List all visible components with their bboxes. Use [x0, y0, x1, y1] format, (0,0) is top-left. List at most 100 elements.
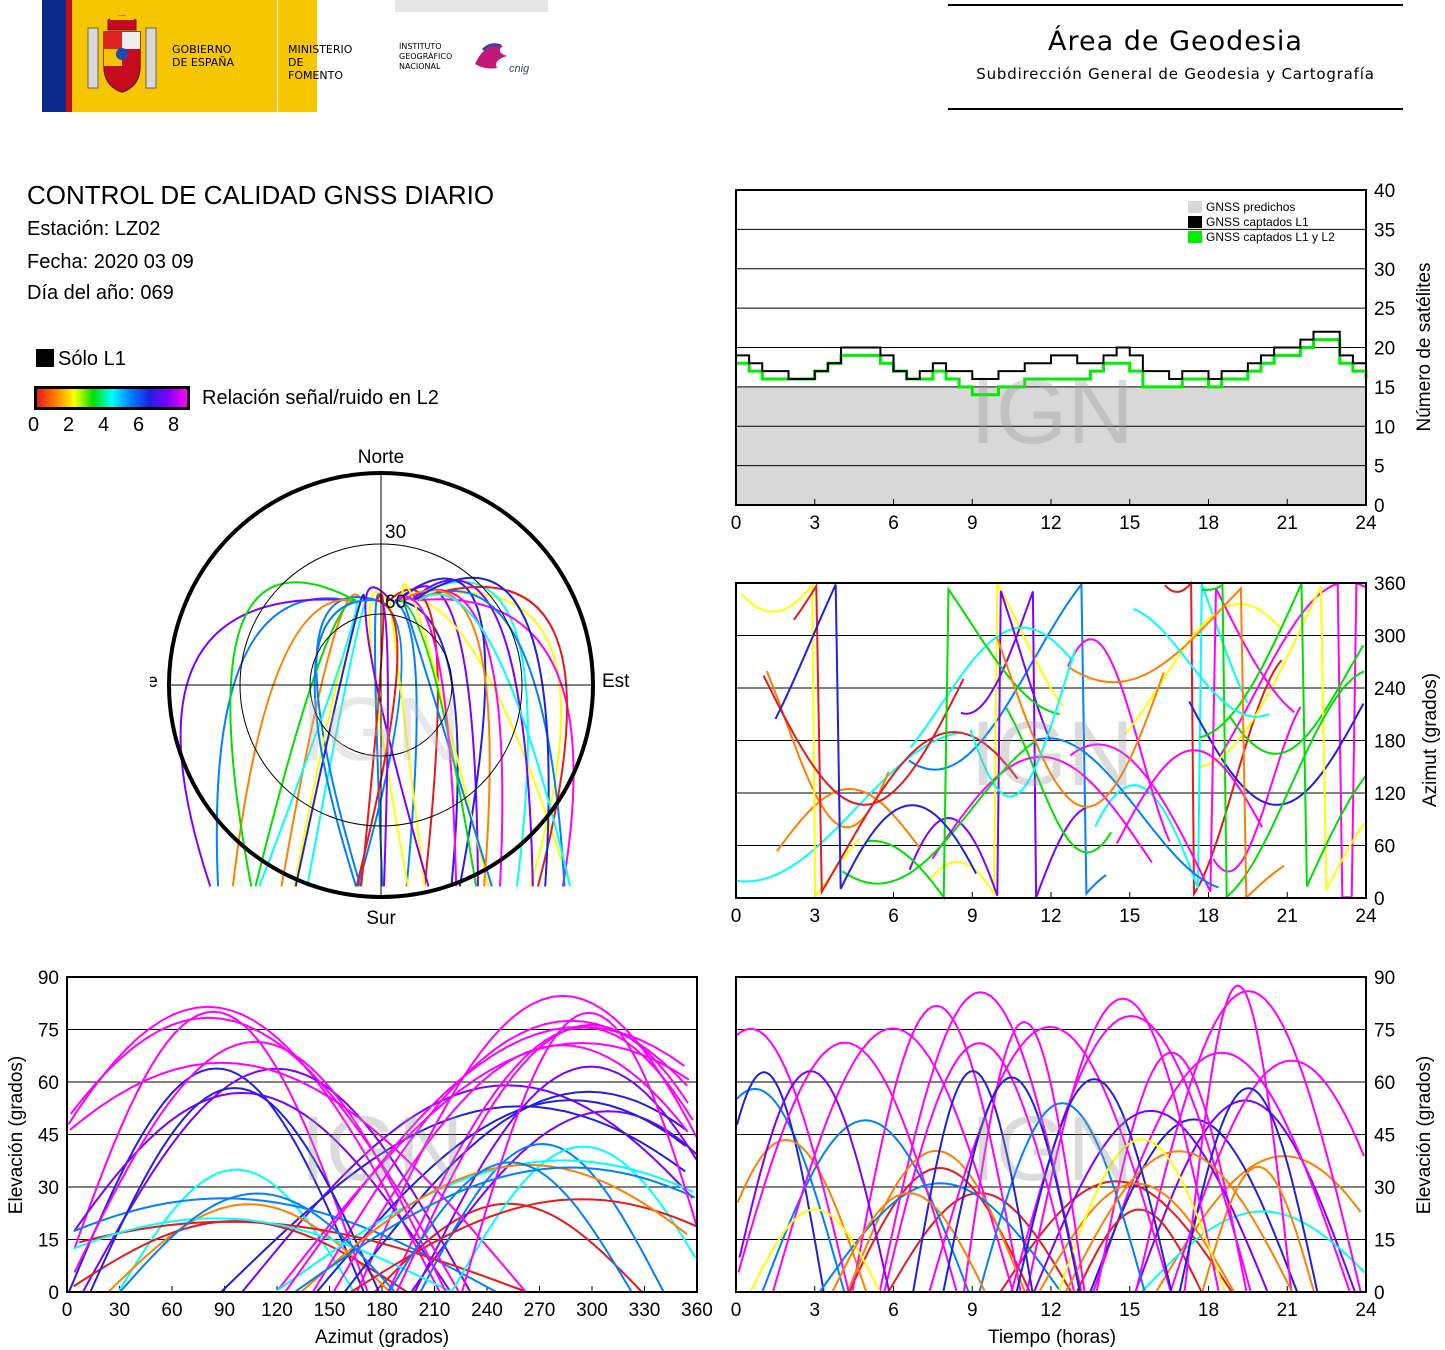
- ign-text: INSTITUTO GEOGRÁFICO NACIONAL: [399, 42, 452, 72]
- sky-track: [418, 593, 572, 887]
- azimuth-track: [1094, 583, 1249, 889]
- watermark: IGN: [970, 1098, 1134, 1200]
- x-tick-label: 24: [1355, 1300, 1377, 1321]
- snr-label: Relación señal/ruido en L2: [202, 387, 439, 409]
- y-tick-label: 25: [1374, 299, 1395, 320]
- elevation-track: [300, 1163, 688, 1293]
- y-tick-label: 30: [1374, 1178, 1395, 1199]
- x-tick-label: 24: [1355, 906, 1377, 927]
- report-title: CONTROL DE CALIDAD GNSS DIARIO: [27, 180, 495, 210]
- elevation-track: [89, 1086, 380, 1293]
- x-tick-labels: 0 30 60 90 120 150 180 210 240 270 300 330 360: [62, 1300, 713, 1321]
- sky-track: [413, 576, 550, 887]
- header-right-box: Área de Geodesia Subdirección General de…: [948, 4, 1403, 110]
- y-tick-labels: 0 15 30 45 60 75 90: [38, 968, 59, 1304]
- x-tick-label: 6: [888, 513, 899, 534]
- x-tick-label: 180: [366, 1300, 398, 1321]
- series-lines: [736, 330, 1368, 397]
- grid-lines: [735, 228, 1367, 505]
- sky-track: [417, 598, 575, 887]
- satellite-count-chart: 0 3 6 9 12 15 18 21 24 0 5 10 15 20 25 30 35 40 Número d…: [731, 181, 1435, 534]
- plot-frame: [735, 189, 1367, 506]
- skyplot-tracks: [179, 576, 575, 887]
- azimuth-track: [1115, 749, 1263, 844]
- x-tick-label: 120: [261, 1300, 293, 1321]
- elevation-track: [738, 1070, 891, 1293]
- min-line2: DE FOMENTO: [288, 56, 344, 82]
- elevation-track: [350, 1198, 698, 1293]
- elevation-track: [67, 1005, 441, 1293]
- elevation-track: [275, 1041, 690, 1293]
- azimuth-track: [1005, 707, 1112, 854]
- skyplot-south-label: Sur: [366, 908, 396, 929]
- legend-swatch-l1l2: [1188, 231, 1202, 243]
- y-axis-label: Elevación (grados): [1414, 1056, 1435, 1214]
- snr-tick: 8: [168, 414, 180, 436]
- box-top-line: [948, 4, 1403, 6]
- azimuth-track: [1228, 644, 1365, 755]
- elevation-track: [388, 1161, 633, 1293]
- elevation-track: [73, 1197, 497, 1293]
- y-tick-label: 120: [1374, 784, 1406, 805]
- y-tick-label: 60: [1374, 837, 1395, 858]
- sky-track: [313, 599, 377, 887]
- y-tick-label: 60: [1374, 1073, 1395, 1094]
- sky-track: [306, 599, 368, 887]
- elevation-track: [72, 1217, 453, 1293]
- ministry-text: MINISTERIO DE FOMENTO: [288, 43, 352, 82]
- sky-track: [355, 599, 399, 887]
- x-tick-label: 270: [524, 1300, 556, 1321]
- azimuth-track: [1188, 700, 1365, 806]
- elevation-track: [73, 1010, 369, 1293]
- x-tick-label: 24: [1355, 513, 1377, 534]
- y-axis-label: Azimut (grados): [1420, 673, 1441, 807]
- elevation-track: [962, 1020, 1086, 1293]
- sky-track: [258, 599, 358, 887]
- azimuth-track: [1133, 607, 1270, 718]
- elevation-track: [220, 1105, 686, 1293]
- y-tick-labels: 0 5 10 15 20 25 30 35 40: [1374, 181, 1395, 517]
- legend-label-l1l2: GNSS captados L1 y L2: [1206, 230, 1335, 244]
- elevation-track: [284, 1025, 685, 1293]
- header-left-logos: GOBIERNO DE ESPAÑA MINISTERIO DE FOMENTO…: [42, 0, 548, 112]
- x-tick-label: 300: [576, 1300, 608, 1321]
- elevation-track: [67, 1067, 365, 1293]
- ign-block: INSTITUTO GEOGRÁFICO NACIONAL cnig: [395, 0, 548, 112]
- elevation-track: [1064, 1150, 1294, 1293]
- elevation-track: [395, 1023, 689, 1293]
- y-tick-label: 360: [1374, 574, 1406, 595]
- divider: [277, 0, 278, 112]
- azimuth-track: [735, 731, 960, 883]
- skyplot-north-label: Norte: [358, 447, 404, 468]
- x-tick-label: 60: [161, 1300, 182, 1321]
- elevation-track: [413, 1065, 698, 1293]
- sky-track: [401, 583, 490, 887]
- y-tick-label: 90: [1374, 968, 1395, 989]
- y-axis-label: Elevación (grados): [6, 1056, 27, 1214]
- watermark: IGN: [970, 361, 1134, 463]
- x-tick-labels: 0 3 6 9 12 15 18 21 24: [731, 1300, 1377, 1321]
- y-tick-label: 90: [38, 968, 59, 989]
- elevation-track: [79, 1220, 528, 1293]
- y-tick-label: 15: [1374, 1231, 1395, 1252]
- ign-line3: NACIONAL: [399, 62, 441, 71]
- elevation-track: [1038, 1182, 1235, 1293]
- plot-frame: [735, 582, 1367, 899]
- elevation-time-chart: 0 3 6 9 12 15 18 21 24 0 15 30 45 60 75 90 Tiempo (hor…: [731, 968, 1435, 1348]
- elevation-track: [831, 1192, 986, 1293]
- sky-track: [280, 593, 363, 887]
- sky-track: [412, 585, 569, 887]
- x-tick-label: 21: [1277, 513, 1298, 534]
- ign-line1: INSTITUTO: [399, 42, 442, 51]
- y-tick-labels: 0 60 120 180 240 300 360: [1374, 574, 1406, 910]
- elevation-track: [107, 1203, 391, 1293]
- azimuth-track: [762, 675, 965, 806]
- azimuth-track: [793, 582, 1019, 896]
- skyplot-west-label: Oeste: [150, 671, 158, 692]
- gov-line2: DE ESPAÑA: [172, 56, 235, 69]
- x-tick-label: 15: [1119, 906, 1140, 927]
- azimuth-track: [909, 626, 1074, 749]
- x-tick-label: 15: [1119, 513, 1140, 534]
- x-tick-label: 15: [1119, 1300, 1140, 1321]
- y-tick-label: 40: [1374, 181, 1395, 202]
